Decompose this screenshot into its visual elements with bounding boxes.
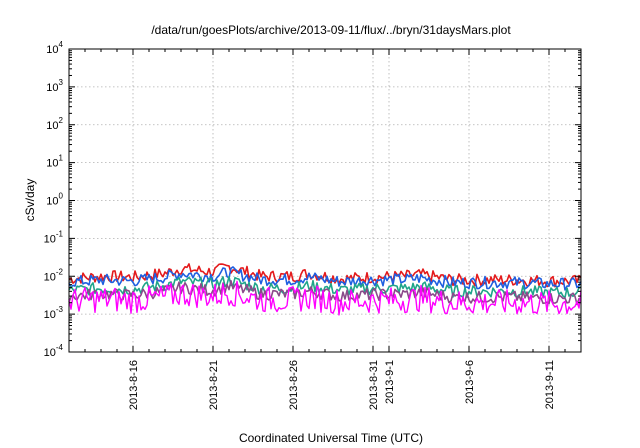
y-tick-label: 102 xyxy=(46,116,63,132)
series-line-3 xyxy=(68,275,582,299)
y-tick-label: 10-4 xyxy=(44,343,64,359)
x-tick-label: 2013-8-26 xyxy=(288,360,300,410)
x-tick-label: 2013-9-1 xyxy=(384,360,396,404)
x-tick-label: 2013-9-11 xyxy=(544,360,556,409)
series-group xyxy=(68,263,582,316)
series-line-2 xyxy=(68,266,582,291)
x-tick-label: 2013-8-21 xyxy=(208,360,220,410)
x-axis: 2013-8-16 2013-8-21 2013-8-26 2013-8-31 2013… xyxy=(68,49,582,410)
y-tick-label: 103 xyxy=(46,78,63,94)
y-axis-label: cSv/day xyxy=(23,179,37,222)
x-tick-label: 2013-9-6 xyxy=(464,360,476,404)
y-tick-label: 100 xyxy=(46,192,63,208)
x-tick-label: 2013-8-16 xyxy=(128,360,140,410)
series-line-5 xyxy=(68,280,582,316)
y-tick-label: 10-2 xyxy=(44,267,64,283)
chart-title: /data/run/goesPlots/archive/2013-09-11/f… xyxy=(151,23,511,37)
x-axis-label: Coordinated Universal Time (UTC) xyxy=(239,431,423,445)
y-axis: 10-4 10-3 10-2 10-1 100 101 102 103 104 xyxy=(44,40,581,359)
y-tick-label: 10-3 xyxy=(44,305,64,321)
y-tick-label: 101 xyxy=(46,154,63,170)
x-tick-label: 2013-8-31 xyxy=(368,360,380,410)
y-tick-label: 104 xyxy=(46,40,63,56)
y-tick-label: 10-1 xyxy=(44,229,64,245)
series-line-1 xyxy=(68,263,582,288)
